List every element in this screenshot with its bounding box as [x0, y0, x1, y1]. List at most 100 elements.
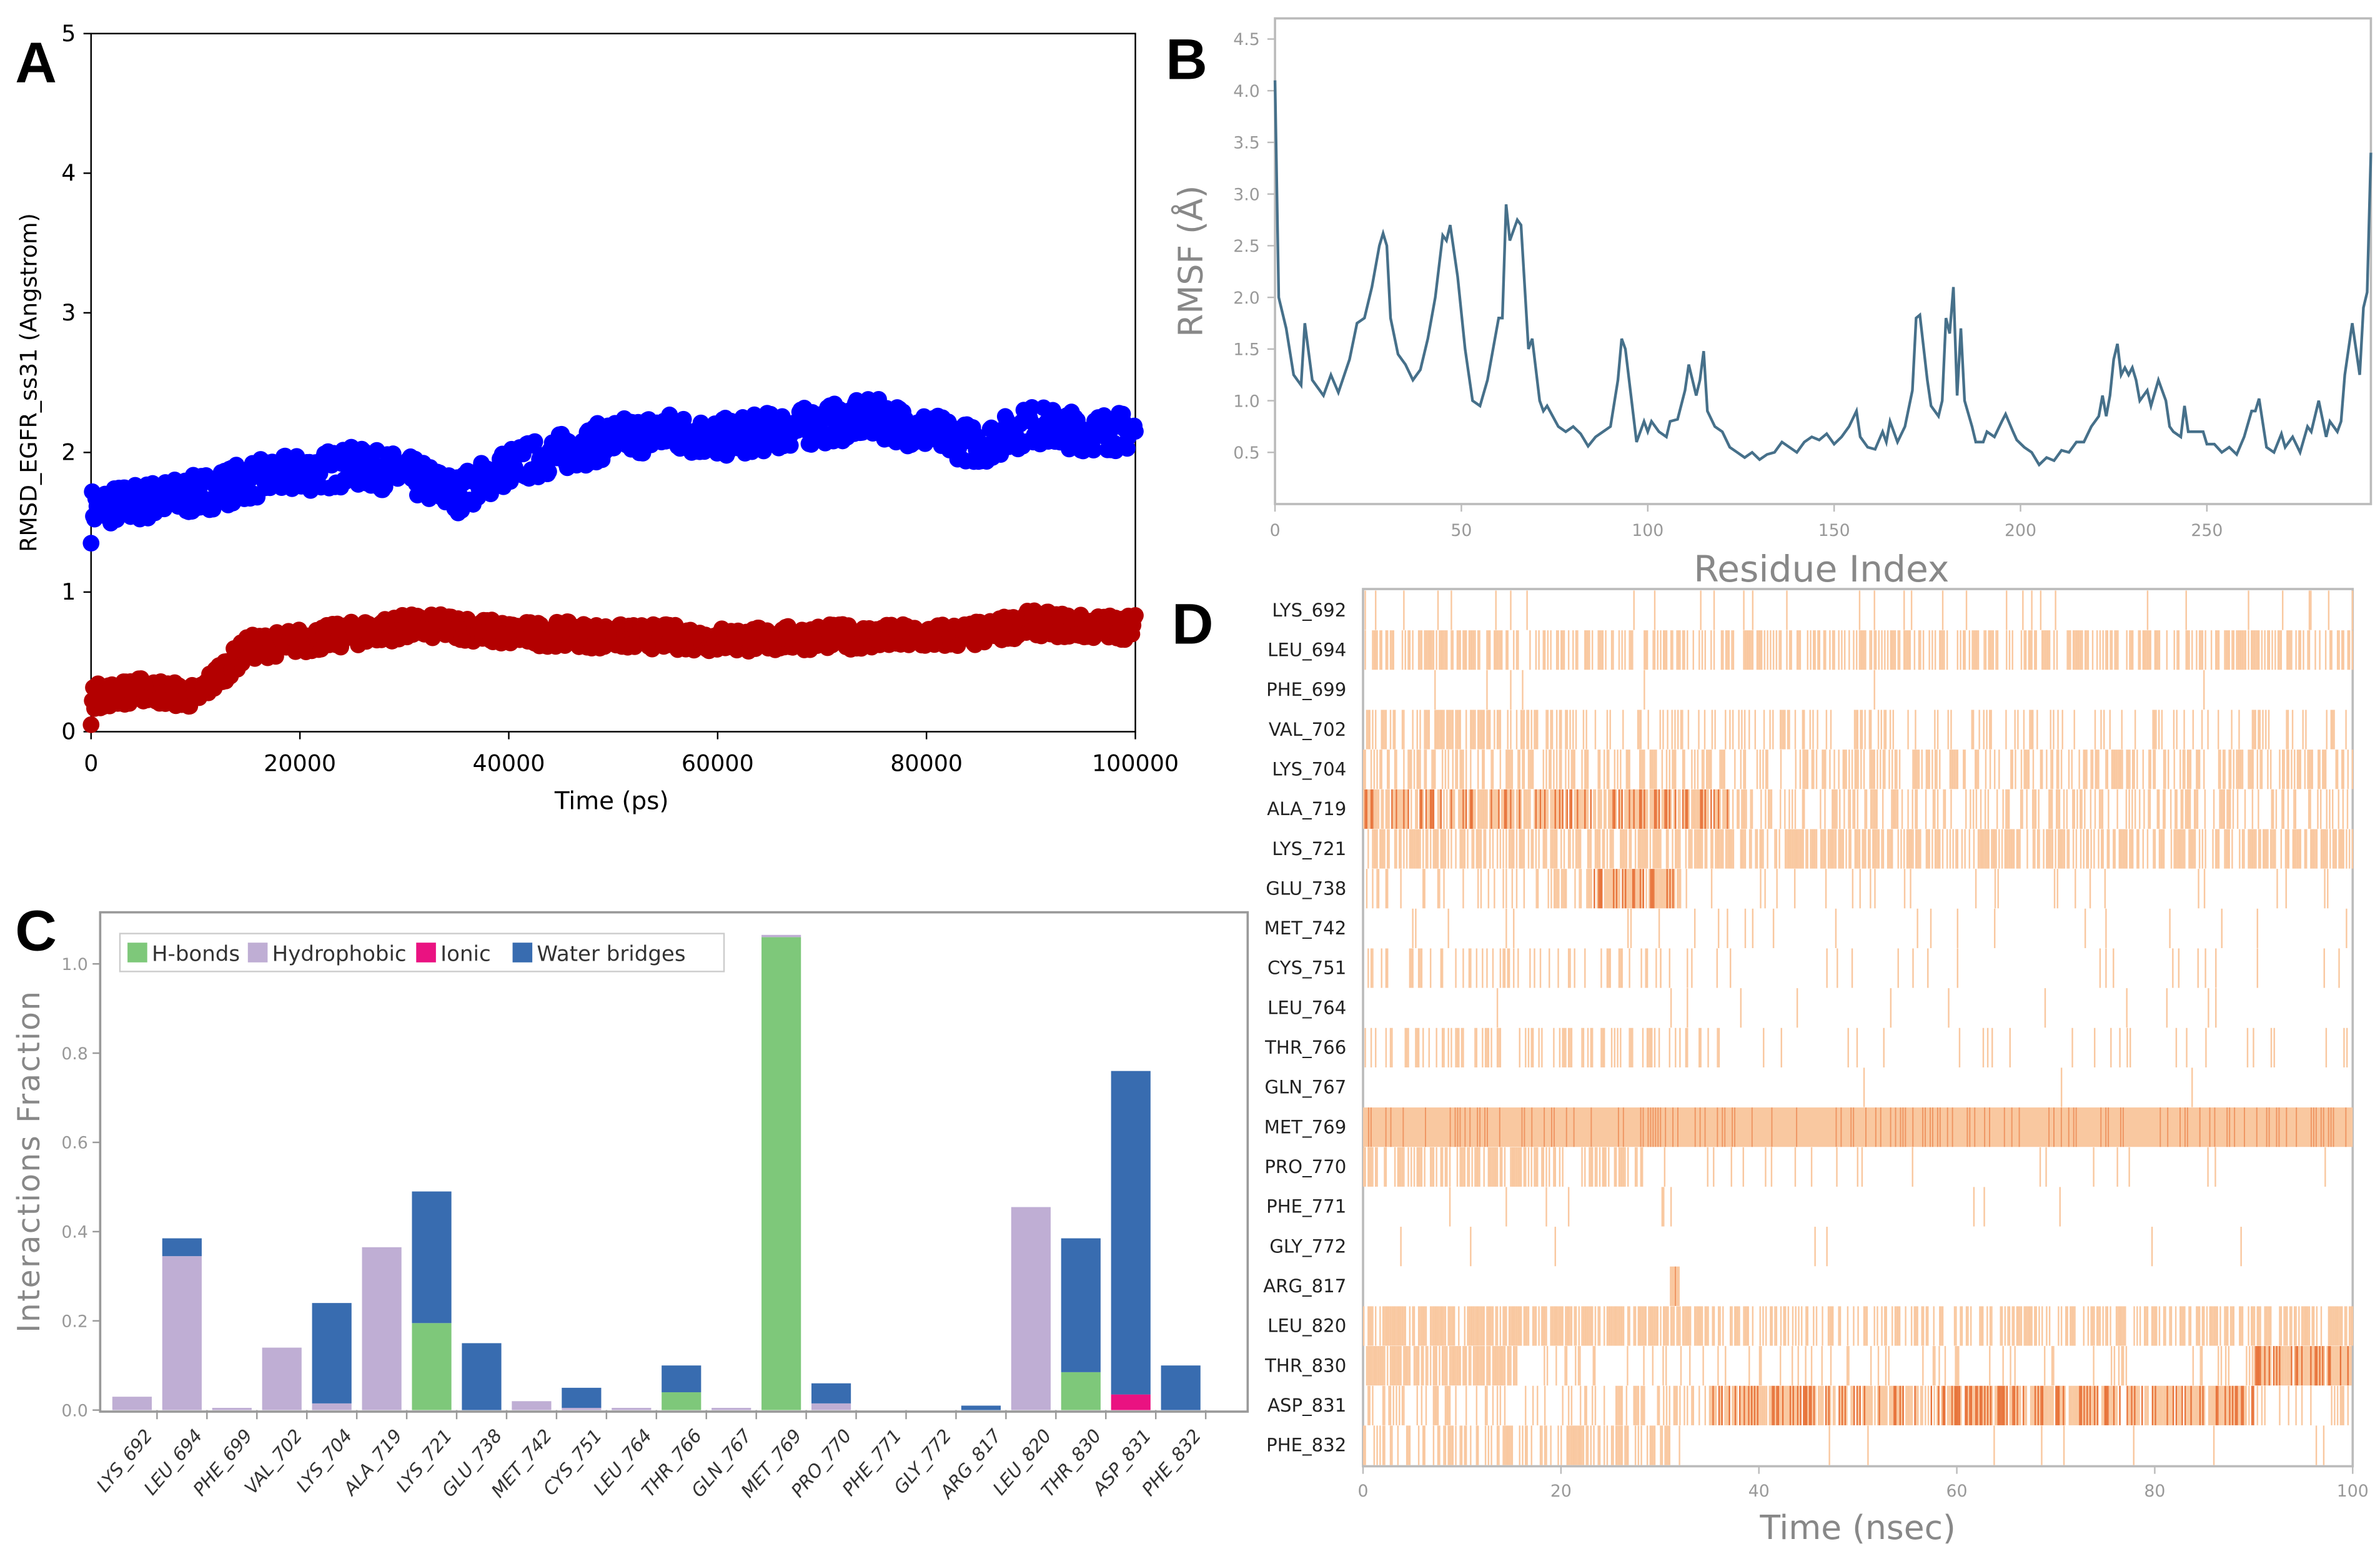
contact-tick: [1829, 750, 1831, 789]
contact-tick: [1966, 1107, 1968, 1147]
contact-tick: [1698, 710, 1700, 750]
contact-tick: [2236, 750, 2238, 789]
contact-tick: [1479, 789, 1480, 829]
contact-tick: [1462, 829, 1464, 869]
contact-tick: [1683, 1385, 1685, 1425]
contact-tick: [1658, 1385, 1660, 1425]
contact-tick: [1922, 630, 1925, 670]
contact-tick: [2191, 1067, 2193, 1107]
contact-tick: [2100, 789, 2102, 829]
contact-tick: [1893, 630, 1895, 670]
contact-tick: [1921, 750, 1923, 789]
contact-tick: [1584, 750, 1586, 789]
rmsf-ylabel: RMSF (Å): [1170, 186, 1210, 337]
contact-tick: [1955, 1346, 1956, 1386]
row-label: GLY_772: [1269, 1235, 1346, 1257]
contact-tick: [1984, 1107, 1986, 1147]
contact-tick: [1569, 948, 1571, 988]
contact-tick: [1646, 948, 1649, 988]
contact-tick: [1830, 829, 1832, 869]
contact-tick: [1535, 1306, 1537, 1346]
contact-tick: [2110, 630, 2111, 670]
contact-tick: [1608, 1147, 1610, 1187]
contact-tick: [2273, 1346, 2275, 1386]
contact-tick: [1647, 1107, 1649, 1147]
contact-tick: [1411, 829, 1412, 869]
contact-tick: [1471, 710, 1473, 750]
contact-tick: [1379, 829, 1381, 869]
contact-tick: [1555, 869, 1557, 909]
contact-tick: [1622, 1107, 1624, 1147]
contact-tick: [2026, 1306, 2028, 1346]
contact-tick: [2100, 710, 2102, 750]
bar-water-bridges-lys_704: [312, 1303, 352, 1403]
contact-tick: [1529, 750, 1531, 789]
contact-tick: [2093, 829, 2095, 869]
contact-tick: [2055, 789, 2058, 829]
contact-tick: [1661, 1187, 1664, 1227]
contact-tick: [1602, 1027, 1604, 1067]
contact-tick: [1551, 829, 1554, 869]
contact-tick: [1925, 750, 1928, 789]
contact-tick: [1422, 789, 1424, 829]
x-tick-label: 250: [2191, 521, 2223, 540]
contact-tick: [2276, 1107, 2278, 1147]
contact-tick: [1511, 829, 1514, 869]
contact-tick: [2002, 1346, 2004, 1386]
contact-tick: [1600, 789, 1602, 829]
contact-tick: [1834, 789, 1837, 829]
contact-tick: [1920, 630, 1921, 670]
contact-tick: [1373, 789, 1376, 829]
contact-tick: [2273, 1027, 2275, 1067]
contact-tick: [1452, 1346, 1454, 1386]
contact-tick: [1615, 1147, 1617, 1187]
contact-tick: [2320, 1306, 2323, 1346]
contact-tick: [1993, 908, 1996, 948]
contact-tick: [1758, 630, 1760, 670]
contact-tick: [1771, 1107, 1773, 1147]
contact-tick: [1707, 1306, 1709, 1346]
legend-swatch-1: [247, 943, 268, 963]
contact-tick: [1605, 789, 1607, 829]
contact-tick: [2146, 590, 2149, 630]
y-tick-label: 4.5: [1233, 30, 1260, 49]
contact-tick: [1624, 1147, 1626, 1187]
contact-tick: [1981, 829, 1984, 869]
contact-tick: [2058, 750, 2060, 789]
contact-tick: [2073, 1107, 2075, 1147]
contact-tick: [1691, 750, 1693, 789]
contact-tick: [1439, 869, 1440, 909]
contact-tick: [1514, 1346, 1516, 1386]
contact-tick: [1524, 1107, 1525, 1147]
contact-tick: [2051, 750, 2054, 789]
contact-tick: [2020, 789, 2022, 829]
contact-tick: [1513, 789, 1515, 829]
contact-tick: [1894, 1306, 1897, 1346]
contact-tick: [1682, 789, 1684, 829]
contact-tick: [1986, 1027, 1989, 1067]
contact-tick: [2123, 1306, 2125, 1346]
contact-tick: [1891, 630, 1893, 670]
contact-tick: [1817, 630, 1819, 670]
contact-tick: [1813, 829, 1815, 869]
contact-tick: [1456, 1346, 1459, 1386]
contact-tick: [2241, 630, 2244, 670]
contact-tick: [1710, 829, 1712, 869]
contact-tick: [1495, 590, 1497, 630]
contact-tick: [1637, 1385, 1640, 1425]
contact-tick: [1612, 630, 1614, 670]
contact-tick: [2179, 750, 2181, 789]
contact-tick: [1581, 1147, 1583, 1187]
contact-tick: [1527, 750, 1530, 789]
contact-tick: [1629, 1306, 1630, 1346]
contact-tick: [2236, 789, 2239, 829]
contact-tick: [1385, 1027, 1387, 1067]
contact-tick: [1718, 1027, 1720, 1067]
bar-hydrophobic-ala_719: [362, 1247, 402, 1410]
contact-tick: [2131, 630, 2134, 670]
contact-tick: [1419, 750, 1421, 789]
contact-tick: [1483, 789, 1485, 829]
contact-tick: [1465, 789, 1467, 829]
contact-tick: [1865, 1306, 1867, 1346]
contact-tick: [2268, 1306, 2271, 1346]
